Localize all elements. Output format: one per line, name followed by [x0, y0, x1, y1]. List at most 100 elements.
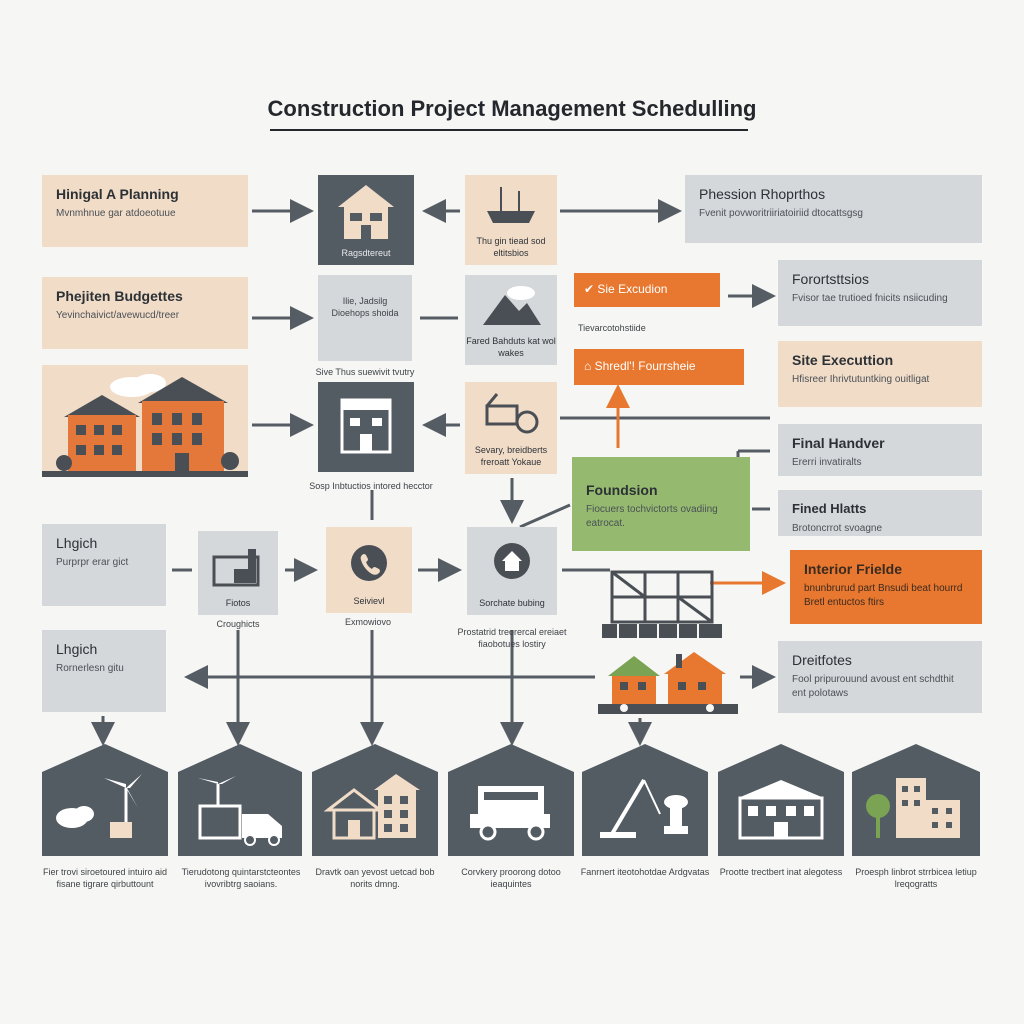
bottom-tile-5[interactable] — [582, 744, 708, 856]
budgets-sub: Yevinchaivict/avewucd/treer — [56, 310, 180, 321]
page-title: Construction Project Management Schedull… — [267, 96, 757, 121]
budgets-box[interactable]: Phejiten Budgettes Yevinchaivict/avewucd… — [42, 277, 248, 349]
fined-hlatts-box[interactable]: Fined Hlatts Brotoncrrot svoagne — [778, 490, 982, 536]
forortsttsios-heading: Forortsttsios — [792, 271, 870, 287]
van-icon — [198, 776, 282, 846]
bottom-caption-7: Proesph linbrot strrbicea letiup lreqogr… — [855, 867, 977, 889]
final-handver-heading: Final Handver — [792, 435, 885, 451]
site-executtion-sub: Hfisreer Ihrivtutuntking ouitligat — [792, 374, 930, 385]
factory-icon — [212, 549, 260, 587]
forortsttsios-box[interactable]: Forortsttsios Fvisor tae trutioed fnicit… — [778, 260, 982, 326]
foundation-schedule-tag-label: Shredl'! Fourrsheie — [594, 359, 696, 373]
foundation-heading: Foundsion — [586, 482, 658, 498]
site-execution-tag[interactable]: ✔ Sie Excudion — [574, 273, 720, 307]
phession-box[interactable]: Phession Rhoprthos Fvenit povworitriiria… — [685, 175, 982, 243]
tile-house[interactable]: Ragsdtereut — [318, 175, 414, 265]
site-execution-tag-label: Sie Excudion — [597, 282, 668, 296]
bottom-caption-1: Fier trovi siroetoured intuiro aid fisan… — [42, 867, 168, 889]
building-icon — [340, 398, 392, 454]
foundation-sub: Fiocuers tochvictorts ovadiing eatrocat. — [586, 504, 718, 529]
tile-mountain-caption: Fared Bahduts kat wol wakes — [466, 336, 556, 358]
interior-heading: Interior Frielde — [804, 561, 903, 577]
site-executtion-heading: Site Executtion — [792, 352, 894, 368]
phone-icon — [351, 545, 387, 581]
tile-jadsilg-below: Sive Thus suewivit tvutry — [315, 367, 415, 377]
phession-sub: Fvenit povworitriiriatoiriid dtocattsgsg — [699, 208, 863, 219]
tile-mountain[interactable]: Fared Bahduts kat wol wakes — [465, 275, 557, 365]
phession-heading: Phession Rhoprthos — [699, 186, 826, 202]
lhgich-box-2[interactable]: Lhgich Rornerlesn gitu — [42, 630, 166, 712]
tile-jadsilg-caption: Ilie, Jadsilg Dioehops shoida — [331, 296, 399, 318]
office-icon — [896, 778, 960, 838]
house-small-icon: ⌂ — [584, 359, 595, 373]
apartment-icon — [42, 374, 248, 477]
lhgich-2-sub: Rornerlesn gitu — [56, 663, 124, 674]
bottom-tile-2[interactable] — [178, 744, 302, 856]
lhgich-1-sub: Purprpr erar gict — [56, 557, 129, 568]
tile-home-badge-caption: Sorchate bubing — [479, 598, 545, 608]
tile-factory-caption: Fiotos — [225, 598, 251, 608]
budgets-heading: Phejiten Budgettes — [56, 288, 183, 304]
tile-house-caption: Ragsdtereut — [341, 248, 391, 258]
lhgich-box-1[interactable]: Lhgich Purprpr erar gict — [42, 524, 166, 606]
tile-cart-caption: Sevary, breidberts freroatt Yokaue — [474, 445, 548, 467]
final-handver-box[interactable]: Final Handver Ererri invatiralts — [778, 424, 982, 476]
house-icon — [338, 185, 394, 239]
truck-icon — [470, 786, 550, 841]
bottom-caption-3: Dravtk oan yevost uetcad bob norits dmng… — [315, 867, 435, 889]
bottom-tile-7[interactable] — [852, 744, 980, 856]
bottom-tile-4[interactable] — [448, 744, 574, 856]
dreitfotes-heading: Dreitfotes — [792, 652, 852, 668]
tile-jadsilg[interactable]: Ilie, Jadsilg Dioehops shoida — [318, 275, 412, 361]
tile-home-badge-below: Prostatrid treorercal ereiaet fiaobotues… — [457, 627, 567, 649]
lhgich-2-heading: Lhgich — [56, 641, 98, 657]
house-pair-icon — [323, 774, 420, 840]
final-handver-sub: Ererri invatiralts — [792, 457, 862, 468]
bottom-caption-4: Corvkery proorong dotoo ieaquintes — [461, 867, 561, 889]
forortsttsios-sub: Fvisor tae trutioed fnicits nsiicuding — [792, 293, 948, 304]
tile-ship[interactable]: Thu gin tiead sod eltitsbios — [465, 175, 557, 265]
bottom-tile-1[interactable] — [42, 744, 168, 856]
bottom-caption-2: Tierudotong quintarstcteontes ivovribtrg… — [181, 867, 301, 889]
tile-building-below: Sosp Inbtuctios intored hecctor — [309, 481, 433, 491]
tile-home-badge[interactable]: Sorchate bubing — [467, 527, 557, 615]
tile-building[interactable] — [318, 382, 414, 472]
site-executtion-box[interactable]: Site Executtion Hfisreer Ihrivtutuntking… — [778, 341, 982, 407]
bottom-tile-3[interactable] — [312, 744, 438, 856]
foundation-box[interactable]: Foundsion Fiocuers tochvictorts ovadiing… — [572, 457, 750, 551]
tile-factory[interactable]: Fiotos — [198, 531, 278, 615]
planning-box[interactable]: Hinigal A Planning Mvnmhnue gar atdoeotu… — [42, 175, 248, 247]
planning-sub: Mvnmhnue gar atdoeotuue — [56, 208, 176, 219]
home-badge-icon — [494, 543, 530, 579]
interior-box[interactable]: Interior Frielde bnunbrurud part Bnsudi … — [790, 550, 982, 624]
dreitfotes-sub: Fool pripurouund avoust ent schdthit ent… — [792, 674, 954, 699]
title-underline — [270, 129, 748, 131]
tile-phone-caption: Seivievl — [353, 596, 385, 606]
fined-hlatts-sub: Brotoncrrot svoagne — [792, 523, 883, 534]
bottom-tile-6[interactable] — [718, 744, 844, 856]
tile-factory-below: Croughicts — [216, 619, 260, 629]
tile-phone[interactable]: Seivievl — [326, 527, 412, 613]
mansion-icon — [738, 780, 824, 840]
tile-phone-below: Exmowiovo — [344, 617, 391, 627]
mountain-icon — [483, 286, 541, 325]
bottom-caption-6: Prootte trectbert inat alegotess — [719, 867, 843, 877]
lhgich-1-heading: Lhgich — [56, 535, 98, 551]
dreitfotes-box[interactable]: Dreitfotes Fool pripurouund avoust ent s… — [778, 641, 982, 713]
tile-ship-caption: Thu gin tiead sod eltitsbios — [476, 236, 546, 258]
bottom-caption-5: Fanrnert iteotohotdae Ardgvatas — [580, 867, 710, 877]
site-execution-tag-sub: Tievarcotohstiide — [578, 323, 646, 333]
wind-turbine-icon — [56, 774, 142, 838]
ship-icon — [487, 187, 535, 223]
tile-cart[interactable]: Sevary, breidberts freroatt Yokaue — [465, 382, 557, 474]
cart-icon — [485, 393, 539, 434]
tree-icon — [866, 794, 890, 838]
scaffold-icon — [602, 570, 722, 638]
foundation-schedule-tag[interactable]: ⌂ Shredl'! Fourrsheie — [574, 349, 744, 385]
check-icon: ✔ — [584, 282, 598, 296]
building-illustration — [42, 365, 248, 477]
fined-hlatts-heading: Fined Hlatts — [792, 501, 867, 516]
planning-heading: Hinigal A Planning — [56, 186, 179, 202]
crane-icon — [600, 778, 688, 838]
